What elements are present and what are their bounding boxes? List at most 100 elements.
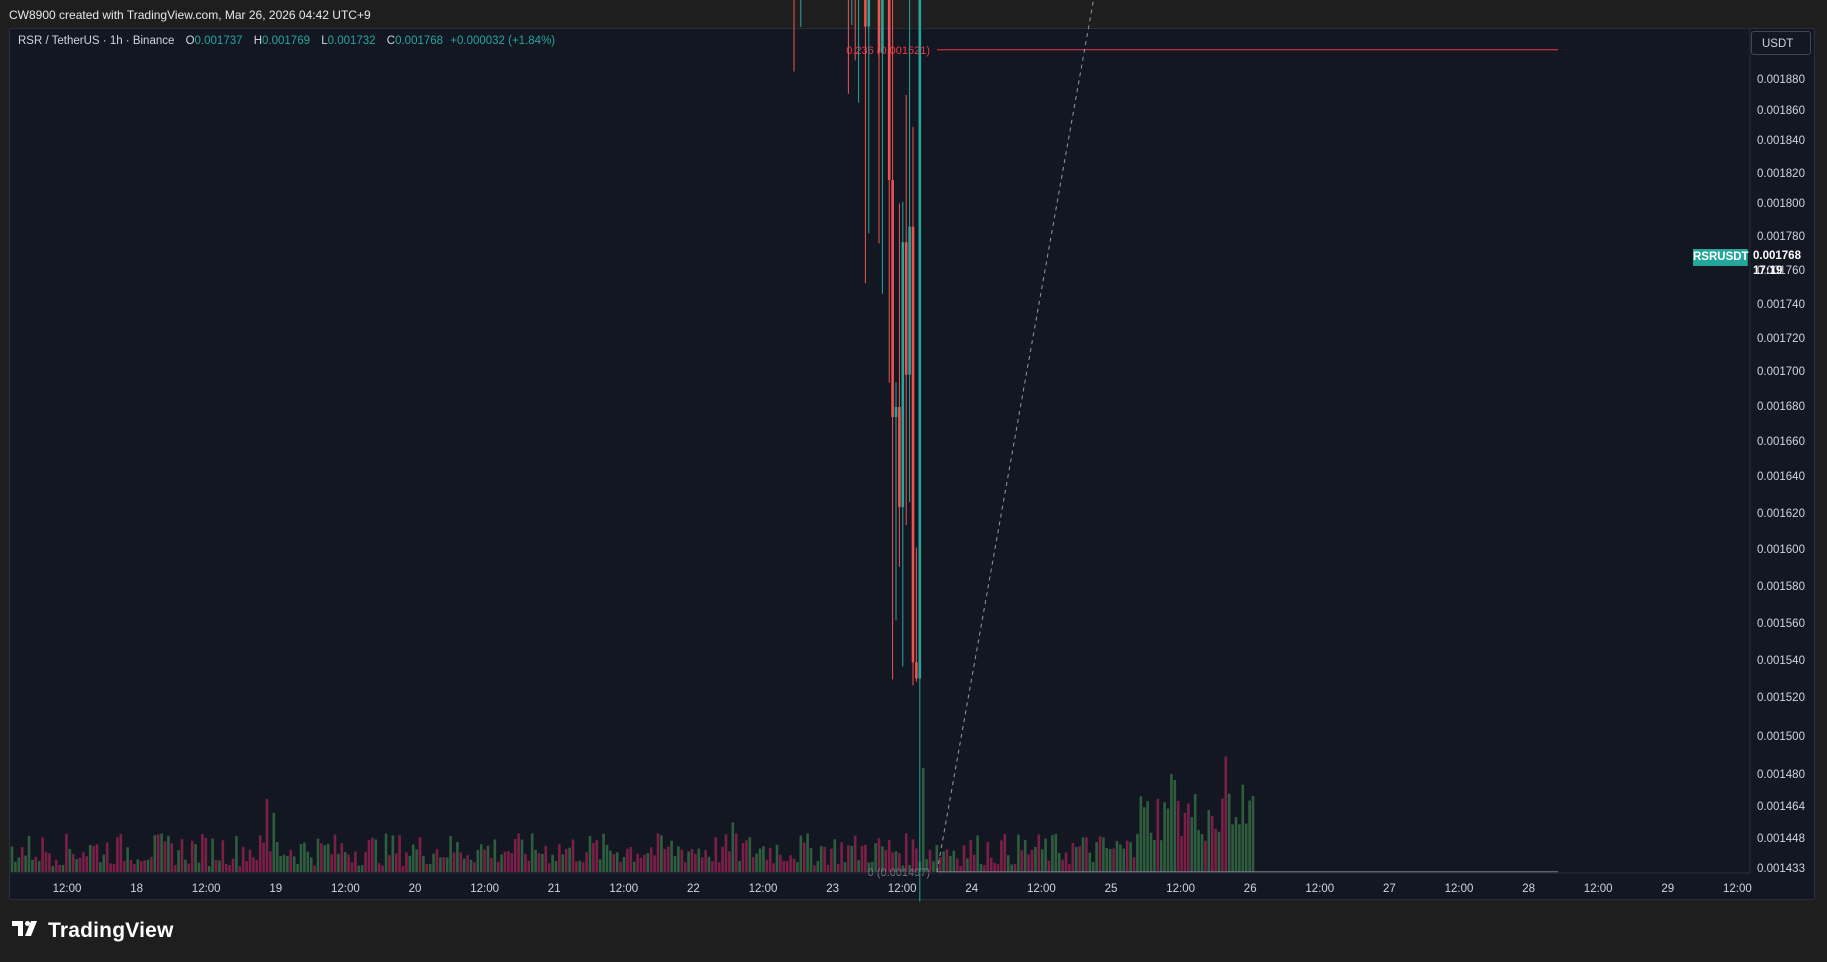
volume-bar — [677, 846, 680, 872]
volume-bar — [146, 859, 150, 872]
volume-bar — [1153, 839, 1156, 872]
volume-bar — [241, 846, 245, 872]
volume-bar — [1040, 849, 1044, 872]
volume-bar — [738, 861, 741, 872]
volume-bar — [602, 833, 605, 872]
candle-body — [877, 0, 881, 53]
y-tick-label: 0.001464 — [1757, 801, 1806, 813]
fibonacci-extension[interactable]: 3.618 (0.001862)2.618 (0.001761)1.618 (0… — [846, 0, 1558, 879]
volume-bar — [1115, 841, 1119, 872]
volume-bar — [1190, 817, 1194, 872]
volume-bar — [1231, 824, 1234, 872]
volume-bar — [119, 834, 123, 872]
volume-bar — [962, 845, 966, 872]
volume-bar — [299, 844, 303, 872]
volume-bar — [751, 857, 755, 872]
volume-bar — [700, 857, 704, 872]
volume-bar — [632, 861, 636, 872]
volume-bar — [170, 843, 174, 872]
volume-bar — [721, 846, 724, 872]
bar-countdown: 17:19 — [1753, 265, 1783, 277]
volume-bar — [673, 856, 677, 872]
tradingview-brand[interactable]: TradingView — [12, 919, 174, 943]
volume-bar — [316, 838, 320, 872]
volume-bar — [694, 853, 697, 872]
volume-bar — [88, 845, 92, 872]
volume-bar — [449, 836, 452, 872]
y-tick-label: 0.001620 — [1757, 508, 1805, 520]
volume-bar — [17, 857, 21, 872]
volume-bar — [238, 866, 242, 872]
volume-bar — [133, 864, 136, 872]
axes[interactable]: 0.001880 0.001860 0.001840 0.001820 0.001800… — [10, 28, 1806, 895]
volume-bar — [20, 847, 24, 872]
volume-bar — [728, 851, 731, 872]
volume-bar — [435, 849, 439, 872]
volume-bar — [1170, 774, 1173, 872]
volume-bar — [802, 842, 806, 872]
volume-bar — [1180, 836, 1183, 872]
y-tick-label: 0.001780 — [1757, 231, 1805, 243]
volume-bar — [690, 848, 694, 872]
volume-bar — [194, 844, 197, 872]
change-value: +0.000032 (+1.84%) — [450, 35, 556, 47]
x-tick-label: 12:00 — [53, 883, 82, 895]
volume-bar — [938, 856, 942, 872]
volume-bar — [843, 862, 847, 872]
volume-bar — [826, 864, 830, 872]
volume-bar — [1187, 803, 1190, 872]
symbol-legend[interactable]: RSR / TetherUS · 1h · Binance O0.001737 … — [18, 35, 555, 47]
volume-bar — [1159, 840, 1163, 872]
volume-bar — [479, 844, 483, 872]
volume-bar — [1146, 801, 1149, 872]
y-tick-label: 0.001820 — [1757, 168, 1805, 180]
volume-bar — [605, 844, 609, 872]
y-tick-label: 0.001580 — [1757, 581, 1805, 593]
volume-bar — [48, 853, 51, 872]
volume-bar — [1166, 808, 1170, 872]
volume-bar — [445, 857, 449, 872]
volume-bar — [282, 854, 286, 872]
high-label: H — [253, 35, 263, 47]
volume-bar — [24, 855, 27, 872]
volume-bar — [367, 840, 371, 872]
x-tick-label: 12:00 — [609, 883, 638, 895]
volume-bar — [507, 851, 510, 872]
x-tick-label: 12:00 — [192, 883, 221, 895]
symbol-title[interactable]: RSR / TetherUS · 1h · Binance — [18, 35, 175, 47]
volume-bar — [891, 852, 894, 872]
x-tick-label: 12:00 — [1445, 883, 1474, 895]
tradingview-logo-icon — [12, 919, 42, 943]
volume-bar — [384, 833, 388, 872]
x-tick-label: 20 — [409, 883, 422, 895]
volume-bar — [1125, 840, 1129, 872]
volume-bar — [864, 844, 867, 872]
volume-bar — [78, 857, 82, 872]
y-tick-label: 0.001880 — [1757, 74, 1805, 86]
volume-bar — [1010, 864, 1013, 872]
volume-bar — [1112, 848, 1115, 872]
volume-bar — [1064, 852, 1068, 872]
y-tick-label: 0.001600 — [1757, 544, 1805, 556]
volume-bar — [303, 842, 306, 872]
volume-bar — [201, 834, 204, 872]
volume-bar — [357, 865, 361, 872]
volume-bar — [779, 854, 782, 872]
volume-bar — [527, 860, 531, 872]
volume-bar — [156, 834, 160, 872]
volume-bar — [398, 835, 401, 872]
volume-bar — [520, 839, 524, 872]
x-tick-label: 12:00 — [470, 883, 499, 895]
currency-button[interactable]: USDT — [1751, 31, 1811, 55]
volume-bar — [1119, 844, 1122, 872]
volume-bar — [1071, 842, 1075, 872]
volume-bar — [1068, 863, 1071, 872]
volume-bar — [1142, 807, 1146, 872]
volume-bar — [1003, 833, 1007, 872]
candle-body — [911, 226, 915, 663]
volume-bar — [517, 833, 520, 872]
volume-bar — [228, 865, 231, 872]
volume-bar — [853, 835, 857, 872]
volume-bar — [68, 848, 72, 872]
